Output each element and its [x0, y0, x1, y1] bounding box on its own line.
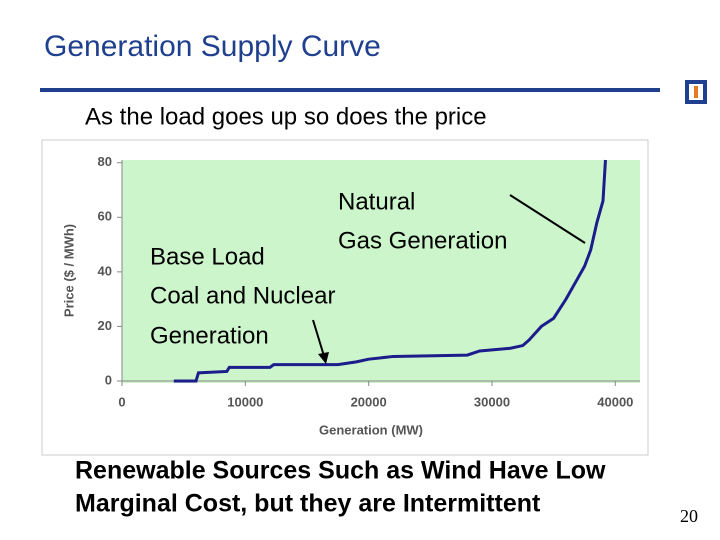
annotation: Gas Generation	[338, 227, 507, 254]
x-tick-label: 0	[118, 394, 125, 409]
page-number: 20	[680, 506, 698, 526]
subtitle: As the load goes up so does the price	[85, 103, 487, 130]
supply-curve	[173, 159, 607, 383]
pointer-head	[318, 352, 329, 364]
annotation: Generation	[150, 322, 269, 349]
footer-line: Renewable Sources Such as Wind Have Low	[75, 457, 606, 485]
x-axis-label: Generation (MW)	[319, 422, 423, 437]
annotation: Natural	[338, 188, 415, 215]
x-tick-label: 10000	[227, 394, 263, 409]
y-axis-label: Price ($ / MWh)	[61, 224, 76, 317]
y-tick-label: 20	[98, 318, 112, 333]
y-tick-label: 80	[98, 154, 112, 169]
footer-line: Marginal Cost, but they are Intermittent	[75, 490, 541, 518]
y-tick-label: 0	[105, 372, 112, 387]
annotation: Coal and Nuclear	[150, 282, 335, 309]
y-tick-label: 60	[98, 209, 112, 224]
logo	[685, 80, 707, 104]
annotation: Base Load	[150, 243, 265, 270]
y-tick-label: 40	[98, 263, 112, 278]
pointer	[509, 194, 586, 244]
pointer	[312, 319, 325, 357]
chart: 0 20 40 60 80 0 10000 20000 30000 40000 Generation…	[61, 154, 640, 437]
x-tick-label: 20000	[351, 394, 387, 409]
x-tick-label: 40000	[597, 394, 633, 409]
plot-area	[122, 160, 640, 383]
x-tick-label: 30000	[474, 394, 510, 409]
slide-title: Generation Supply Curve	[44, 30, 381, 63]
